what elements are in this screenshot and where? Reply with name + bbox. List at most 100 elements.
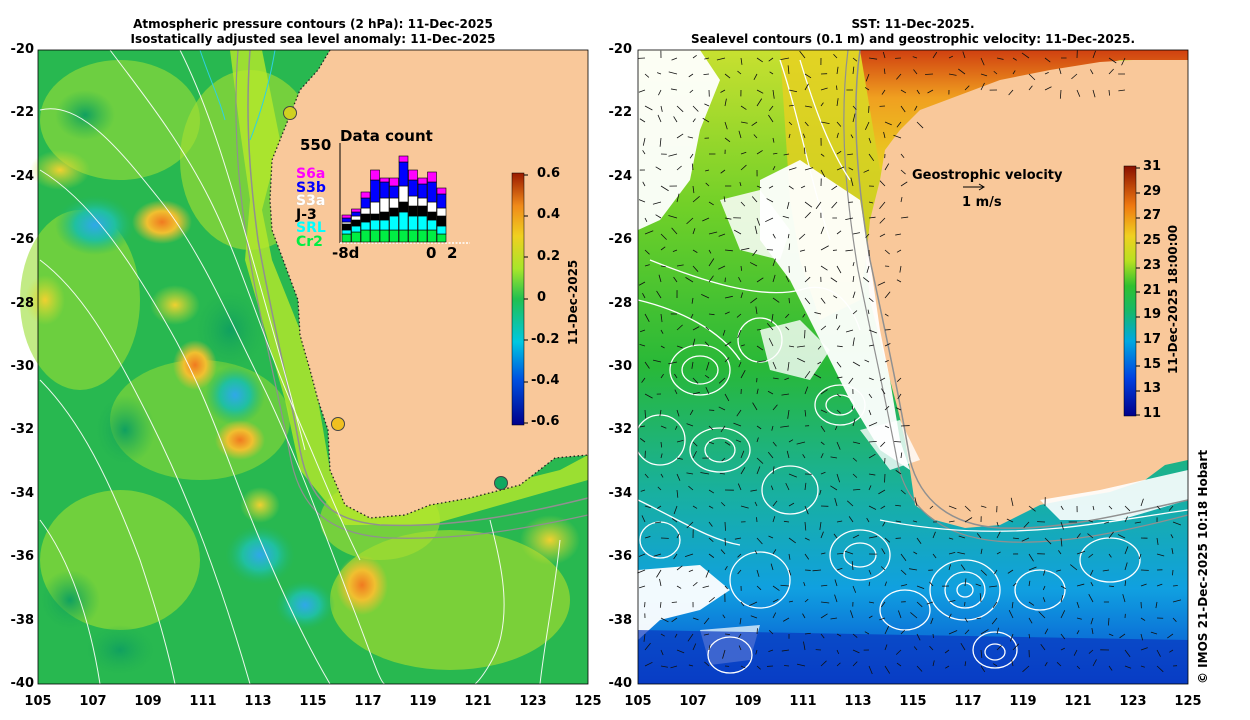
velocity-arrow [802,133,806,139]
velocity-arrow [1089,569,1094,576]
velocity-arrow [820,613,828,619]
velocity-arrow [852,473,858,478]
velocity-arrow [671,227,678,235]
velocity-arrow [784,377,790,381]
velocity-arrow [964,505,971,512]
velocity-arrow [674,389,678,395]
velocity-arrow [900,153,905,158]
velocity-arrow [692,118,696,123]
velocity-arrow [676,457,683,460]
velocity-arrow [1118,89,1126,92]
velocity-arrow [883,131,886,139]
left-title: Atmospheric pressure contours (2 hPa): 1… [38,17,588,47]
velocity-arrow [644,536,651,539]
velocity-arrow [804,632,811,635]
velocity-arrow [836,376,843,379]
velocity-arrow [1124,516,1128,523]
velocity-arrow [659,409,662,417]
velocity-arrow [836,166,845,171]
velocity-arrow [852,661,858,667]
velocity-arrow [638,199,646,203]
velocity-arrow [724,121,728,130]
velocity-arrow [852,57,858,62]
y-tick-label: -20 [10,42,35,57]
velocity-arrow [896,279,902,283]
velocity-arrow [658,274,662,283]
velocity-arrow [780,57,790,61]
velocity-arrow [1092,505,1095,511]
velocity-arrow [756,98,763,107]
velocity-arrow [688,664,694,667]
velocity-arrow [1122,594,1126,603]
velocity-arrow [800,185,806,189]
velocity-arrow [740,505,749,509]
velocity-arrow [756,89,764,94]
velocity-arrow [980,73,988,77]
velocity-arrow [639,425,646,428]
velocity-arrow [756,185,762,189]
velocity-arrow [948,55,954,59]
velocity-arrow [740,151,747,155]
histogram-bar [370,179,380,203]
velocity-arrow [1156,665,1164,673]
velocity-arrow [1060,537,1063,547]
velocity-arrow [1076,533,1081,539]
x-tick-label: 105 [624,694,652,709]
velocity-arrow [654,521,662,524]
velocity-arrow [996,627,999,635]
histogram-bar [351,225,361,233]
velocity-arrow [868,665,873,675]
velocity-arrow [708,644,711,651]
velocity-arrow [852,310,858,315]
velocity-arrow [768,105,774,111]
velocity-arrow [868,440,877,443]
velocity-arrow [868,377,874,381]
velocity-arrow [788,121,793,126]
velocity-arrow [835,313,838,319]
velocity-arrow [660,453,663,459]
histogram-bar [408,179,418,197]
velocity-arrow [724,393,730,402]
velocity-arrow [836,98,839,107]
velocity-arrow [880,441,886,447]
histogram-bar [417,177,428,185]
velocity-arrow [705,361,710,371]
histogram-bar [360,221,371,231]
velocity-arrow [740,601,745,607]
histogram-legend-item: SRL [296,220,326,236]
histogram-bar [341,221,352,225]
velocity-arrow [845,249,854,252]
velocity-arrow [739,181,742,187]
velocity-arrow [772,612,777,619]
velocity-arrow [836,649,840,655]
velocity-arrow [724,521,726,531]
velocity-arrow [1172,569,1174,576]
velocity-arrow [929,645,934,651]
velocity-arrow [768,649,774,653]
velocity-arrow [1012,57,1017,61]
velocity-arrows [637,50,1182,675]
velocity-arrow [1108,665,1113,671]
histogram-bar [436,207,447,217]
velocity-arrow [737,483,742,491]
velocity-arrow [804,121,809,127]
velocity-arrow [804,482,807,491]
velocity-arrow [657,505,662,509]
velocity-arrow [836,473,841,483]
velocity-arrow [754,550,758,555]
velocity-arrow [1172,521,1182,526]
velocity-arrow [900,629,905,635]
velocity-arrow [1104,521,1110,524]
velocity-arrow [686,521,694,529]
velocity-arrow [852,275,855,283]
velocity-arrow [896,121,902,128]
y-tick-label: -22 [10,105,35,121]
velocity-arrow [864,631,870,635]
velocity-arrow [718,406,726,411]
velocity-arrow [845,217,854,220]
velocity-arrow [660,185,669,192]
y-tick-label: -34 [608,485,633,501]
histogram-bar [417,205,428,217]
velocity-arrow [708,231,718,235]
velocity-arrow [655,214,662,219]
